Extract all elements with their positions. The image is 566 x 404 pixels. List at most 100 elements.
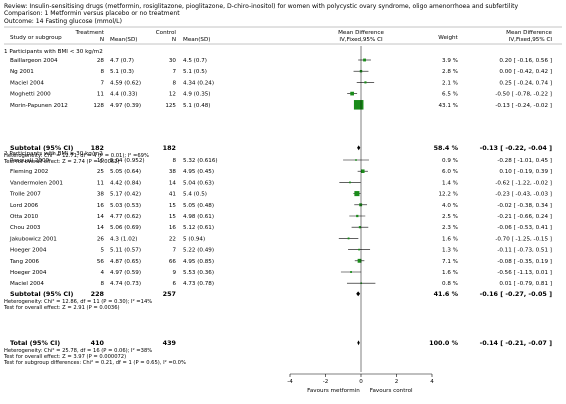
study-name: Vandermolen 2001 <box>10 180 63 186</box>
total-treatment-n: 410 <box>91 339 105 347</box>
study-treatment-n: 14 <box>97 214 105 220</box>
total-ci: -0.14 [ -0.21, -0.07 ] <box>480 339 553 347</box>
study-treatment-n: 16 <box>97 203 105 209</box>
col-header-study: Study or subgroup <box>10 35 62 41</box>
study-treatment-n: 11 <box>97 180 105 186</box>
study-control-meansd: 5.04 (0.63) <box>183 180 214 186</box>
study-control-n: 16 <box>169 225 177 231</box>
subtotal-control-n: 257 <box>163 290 176 298</box>
review-title: Review: Insulin-sensitising drugs (metfo… <box>4 3 519 10</box>
col-header-control: Control <box>156 30 177 36</box>
study-weight: 2.1 % <box>442 80 458 86</box>
study-name: Maciel 2004 <box>10 80 44 86</box>
study-weight: 1.4 % <box>442 180 458 186</box>
col-header-md-method: IV,Fixed,95% CI <box>339 37 383 43</box>
study-weight: 4.0 % <box>442 203 458 209</box>
study-treatment-meansd: 5.05 (0.64) <box>110 169 141 175</box>
subtotal-treatment-n: 182 <box>91 144 104 152</box>
heterogeneity-text: Heterogeneity: Chi² = 12.71, df = 4 (P =… <box>4 153 149 159</box>
effect-square <box>358 226 362 229</box>
study-control-meansd: 5.22 (0.49) <box>183 248 214 254</box>
study-treatment-meansd: 5.04 (0.952) <box>110 158 145 164</box>
subgroup-differences-text: Test for subgroup differences: Chi² = 0.… <box>3 360 186 366</box>
study-control-meansd: 4.95 (0.45) <box>183 169 214 175</box>
study-treatment-meansd: 4.74 (0.73) <box>110 281 141 287</box>
study-ci: -0.28 [ -1.01, 0.45 ] <box>497 158 552 164</box>
subtotal-diamond <box>357 145 361 151</box>
study-control-meansd: 5.1 (0.48) <box>183 103 211 109</box>
study-control-n: 7 <box>172 69 176 75</box>
study-weight: 3.9 % <box>442 58 458 64</box>
study-weight: 1.6 % <box>442 270 458 276</box>
study-weight: 1.6 % <box>442 236 458 242</box>
study-treatment-n: 28 <box>97 58 105 64</box>
study-treatment-n: 26 <box>97 236 105 242</box>
study-ci: -0.02 [ -0.38, 0.34 ] <box>497 203 552 209</box>
study-control-meansd: 5.32 (0.616) <box>183 158 218 164</box>
effect-square <box>349 181 351 184</box>
subtotal-control-n: 182 <box>163 144 176 152</box>
study-control-n: 66 <box>169 259 177 265</box>
study-treatment-meansd: 4.77 (0.62) <box>110 214 141 220</box>
study-name: Trolle 2007 <box>9 192 41 198</box>
study-weight: 2.3 % <box>442 225 458 231</box>
study-control-meansd: 5.53 (0.36) <box>183 270 214 276</box>
study-treatment-meansd: 5.1 (0.3) <box>110 69 134 75</box>
study-control-meansd: 5.1 (0.5) <box>183 69 207 75</box>
subtotal-diamond <box>356 291 361 297</box>
study-weight: 6.5 % <box>442 92 458 98</box>
study-name: Maciel 2004 <box>10 281 44 287</box>
overall-effect-text: Test for overall effect: Z = 2.91 (P = 0… <box>3 305 120 311</box>
x-axis-tick-label: 0 <box>359 379 363 385</box>
favours-right-label: Favours control <box>370 388 413 394</box>
comparison-title: Comparison: 1 Metformin versus placebo o… <box>4 10 180 18</box>
study-control-meansd: 4.5 (0.7) <box>183 58 207 64</box>
effect-square <box>356 214 359 218</box>
effect-square <box>358 248 360 251</box>
study-treatment-meansd: 4.97 (0.39) <box>110 103 141 109</box>
effect-square <box>347 237 350 240</box>
study-weight: 0.9 % <box>442 158 458 164</box>
total-overall-effect-text: Test for overall effect: Z = 3.97 (P = 0… <box>3 354 126 360</box>
study-name: Jakubowicz 2001 <box>9 236 57 242</box>
study-control-n: 41 <box>169 192 177 198</box>
study-control-meansd: 4.9 (0.35) <box>183 92 211 98</box>
col-header-control-meansd: Mean(SD) <box>183 37 210 43</box>
study-ci: -0.62 [ -1.22, -0.02 ] <box>495 180 552 186</box>
study-treatment-n: 128 <box>93 103 104 109</box>
col-header-treatment: Treatment <box>75 30 105 36</box>
subtotal-treatment-n: 228 <box>91 290 105 298</box>
study-treatment-meansd: 5.03 (0.53) <box>110 203 141 209</box>
effect-square <box>357 258 362 263</box>
study-treatment-n: 5 <box>100 248 104 254</box>
study-name: Lord 2006 <box>10 203 39 209</box>
study-treatment-n: 4 <box>100 270 104 276</box>
study-treatment-n: 56 <box>97 259 105 265</box>
study-control-n: 8 <box>172 80 176 86</box>
study-name: Hoeger 2004 <box>10 270 47 276</box>
subtotal-label: Subtotal (95% CI) <box>10 144 73 152</box>
subgroup-title: 1 Participants with BMI < 30 kg/m2 <box>4 49 103 55</box>
x-axis-tick-label: -2 <box>323 379 329 385</box>
study-weight: 6.0 % <box>442 169 458 175</box>
study-treatment-n: 8 <box>100 281 104 287</box>
study-ci: 0.20 [ -0.16, 0.56 ] <box>499 58 552 64</box>
study-name: Hoeger 2004 <box>10 248 47 254</box>
study-control-n: 14 <box>169 180 177 186</box>
effect-square <box>359 203 363 207</box>
study-ci: -0.08 [ -0.35, 0.19 ] <box>497 259 552 265</box>
study-control-meansd: 5 (0.94) <box>183 236 205 242</box>
study-ci: 0.00 [ -0.42, 0.42 ] <box>499 69 552 75</box>
col-header-ci-title: Mean Difference <box>506 30 552 36</box>
study-treatment-n: 7 <box>100 80 104 86</box>
study-ci: -0.11 [ -0.73, 0.51 ] <box>497 248 552 254</box>
study-control-meansd: 5.12 (0.61) <box>183 225 214 231</box>
study-treatment-meansd: 4.7 (0.7) <box>110 58 134 64</box>
study-name: Morin-Papunen 2012 <box>10 103 68 109</box>
study-treatment-n: 25 <box>97 169 105 175</box>
study-control-n: 30 <box>169 58 177 64</box>
study-control-meansd: 5.05 (0.48) <box>183 203 214 209</box>
effect-square <box>355 159 357 161</box>
subtotal-label: Subtotal (95% CI) <box>10 290 73 298</box>
